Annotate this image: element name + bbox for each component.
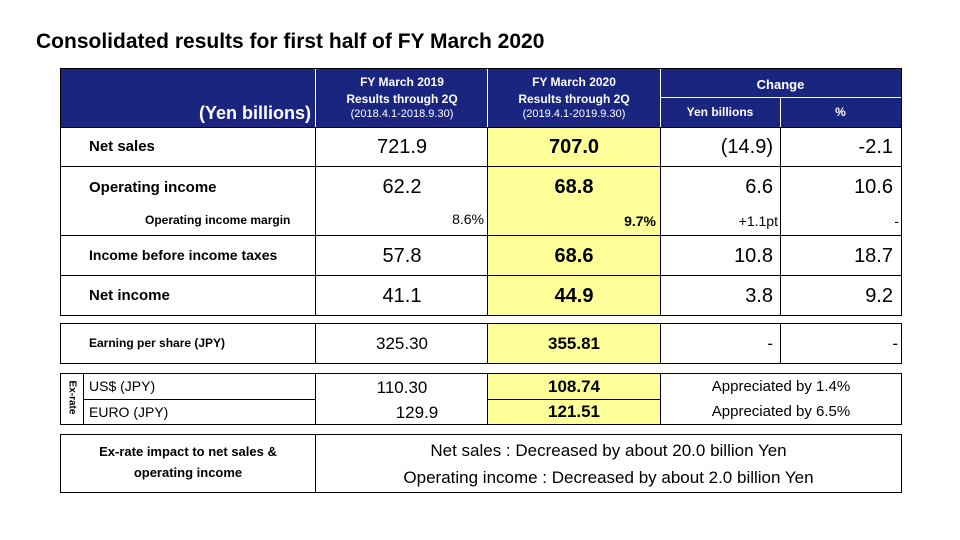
operating-margin-change-yen: +1.1pt [738, 213, 778, 229]
header-change: Change [756, 77, 805, 92]
header-change-yen: Yen billions [686, 105, 754, 119]
header-fy2020-period: (2019.4.1-2019.9.30) [522, 108, 626, 120]
impact-net-sales: Net sales : Decreased by about 20.0 bill… [430, 441, 787, 460]
net-sales-fy2019: 721.9 [376, 136, 428, 158]
header-fy2019-line1: FY March 2019 [360, 75, 444, 89]
euro-fy2019: 129.9 [395, 403, 439, 422]
impact-operating-income: Operating income : Decreased by about 2.… [403, 468, 814, 487]
usd-fy2019: 110.30 [376, 378, 428, 397]
net-income-fy2020: 44.9 [554, 285, 594, 307]
net-income-change-pct: 9.2 [865, 285, 893, 307]
row-label-net-income: Net income [89, 287, 170, 304]
row-label-euro: EURO (JPY) [89, 404, 169, 420]
operating-income-change-yen: 6.6 [745, 176, 773, 198]
income-before-tax-change-yen: 10.8 [734, 245, 773, 267]
row-label-income-before-tax: Income before income taxes [89, 247, 278, 263]
header-fy2019-line2: Results through 2Q [346, 92, 458, 106]
row-label-net-sales: Net sales [89, 138, 155, 155]
operating-income-fy2020: 68.8 [554, 176, 594, 198]
exrate-side-label: Ex-rate [66, 380, 78, 415]
income-before-tax-fy2020: 68.6 [554, 245, 594, 267]
eps-fy2019: 325.30 [376, 334, 428, 353]
eps-change-pct: - [892, 334, 898, 353]
operating-income-change-pct: 10.6 [854, 176, 893, 198]
impact-label-line2: operating income [133, 465, 243, 480]
exrate-impact-table: Ex-rate impact to net sales & operating … [60, 434, 902, 493]
header-fy2019-period: (2018.4.1-2018.9.30) [350, 108, 454, 120]
operating-margin-fy2020: 9.7% [624, 213, 656, 229]
operating-margin-change-pct: - [894, 213, 899, 229]
row-label-operating-income: Operating income [89, 179, 217, 196]
income-before-tax-fy2019: 57.8 [382, 245, 422, 267]
header-change-pct: % [835, 105, 846, 119]
euro-change: Appreciated by 6.5% [711, 403, 851, 420]
operating-income-fy2019: 62.2 [382, 176, 422, 198]
row-label-usd: US$ (JPY) [89, 378, 156, 394]
income-before-tax-change-pct: 18.7 [854, 245, 893, 267]
eps-table: Earning per share (JPY) 325.30 355.81 - … [60, 323, 902, 364]
net-income-change-yen: 3.8 [745, 285, 773, 307]
row-label-operating-margin: Operating income margin [145, 213, 291, 227]
row-label-eps: Earning per share (JPY) [89, 336, 226, 350]
eps-change-yen: - [767, 334, 773, 353]
net-sales-change-yen: (14.9) [720, 136, 773, 158]
usd-change: Appreciated by 1.4% [711, 378, 851, 395]
eps-fy2020: 355.81 [548, 334, 600, 353]
usd-fy2020: 108.74 [548, 377, 600, 396]
operating-margin-fy2019: 8.6% [452, 211, 484, 227]
eps-highlight-cell [488, 324, 660, 363]
header-fy2020-line2: Results through 2Q [518, 92, 630, 106]
exrate-table: Ex-rate US$ (JPY) 110.30 108.74 Apprecia… [60, 373, 902, 425]
fy2020-highlight-column [488, 127, 660, 315]
unit-label: (Yen billions) [171, 103, 311, 124]
page-title: Consolidated results for first half of F… [36, 30, 545, 53]
impact-label-line1: Ex-rate impact to net sales & [99, 444, 277, 459]
net-sales-change-pct: -2.1 [858, 136, 893, 158]
euro-fy2020: 121.51 [548, 402, 600, 421]
header-fy2020-line1: FY March 2020 [532, 75, 616, 89]
net-sales-fy2020: 707.0 [548, 136, 600, 158]
net-income-fy2019: 41.1 [382, 285, 422, 307]
results-table: (Yen billions) FY March 2019 Results thr… [60, 68, 902, 316]
